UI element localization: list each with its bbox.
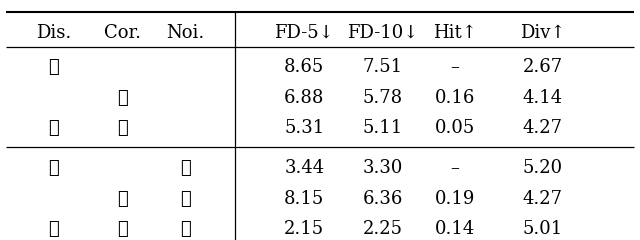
Text: Div↑: Div↑ — [520, 24, 565, 42]
Text: 5.20: 5.20 — [523, 159, 563, 177]
Text: 0.19: 0.19 — [435, 190, 475, 208]
Text: ✓: ✓ — [180, 159, 191, 177]
Text: ✓: ✓ — [48, 58, 59, 76]
Text: 6.88: 6.88 — [284, 89, 324, 107]
Text: 3.30: 3.30 — [362, 159, 403, 177]
Text: 8.65: 8.65 — [284, 58, 324, 76]
Text: 4.14: 4.14 — [523, 89, 563, 107]
Text: 5.78: 5.78 — [363, 89, 403, 107]
Text: ✓: ✓ — [180, 190, 191, 208]
Text: ✓: ✓ — [48, 220, 59, 238]
Text: –: – — [451, 159, 460, 177]
Text: 4.27: 4.27 — [523, 119, 563, 137]
Text: FD-5↓: FD-5↓ — [275, 24, 334, 42]
Text: 3.44: 3.44 — [284, 159, 324, 177]
Text: Noi.: Noi. — [166, 24, 204, 42]
Text: 6.36: 6.36 — [362, 190, 403, 208]
Text: ✓: ✓ — [117, 89, 128, 107]
Text: ✓: ✓ — [117, 220, 128, 238]
Text: Cor.: Cor. — [104, 24, 141, 42]
Text: 2.25: 2.25 — [363, 220, 403, 238]
Text: Dis.: Dis. — [36, 24, 71, 42]
Text: ✓: ✓ — [48, 119, 59, 137]
Text: 2.67: 2.67 — [523, 58, 563, 76]
Text: 0.05: 0.05 — [435, 119, 475, 137]
Text: 5.31: 5.31 — [284, 119, 324, 137]
Text: 4.27: 4.27 — [523, 190, 563, 208]
Text: FD-10↓: FD-10↓ — [347, 24, 419, 42]
Text: 5.11: 5.11 — [363, 119, 403, 137]
Text: 2.15: 2.15 — [284, 220, 324, 238]
Text: ✓: ✓ — [117, 190, 128, 208]
Text: 0.16: 0.16 — [435, 89, 475, 107]
Text: 0.14: 0.14 — [435, 220, 475, 238]
Text: 8.15: 8.15 — [284, 190, 324, 208]
Text: ✓: ✓ — [48, 159, 59, 177]
Text: 7.51: 7.51 — [363, 58, 403, 76]
Text: Hit↑: Hit↑ — [433, 24, 477, 42]
Text: 5.01: 5.01 — [522, 220, 563, 238]
Text: –: – — [451, 58, 460, 76]
Text: ✓: ✓ — [180, 220, 191, 238]
Text: ✓: ✓ — [117, 119, 128, 137]
